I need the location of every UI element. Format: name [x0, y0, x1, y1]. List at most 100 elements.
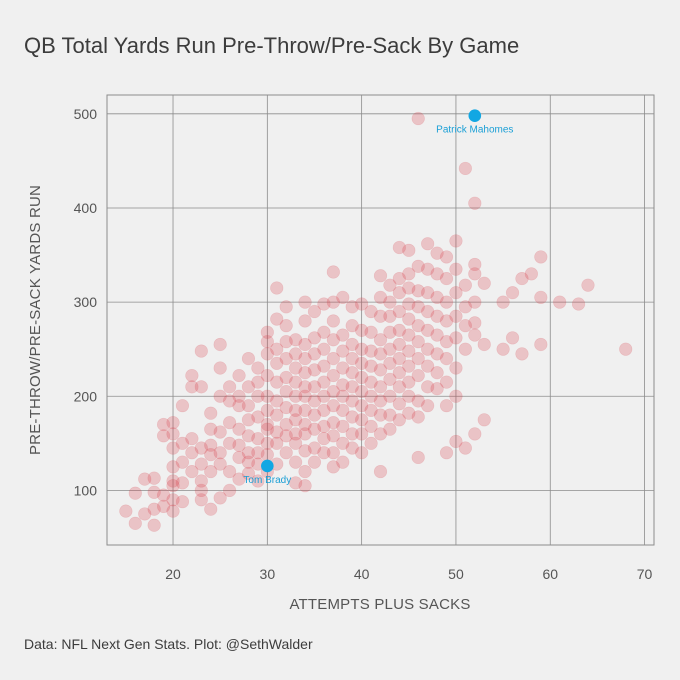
data-point [270, 281, 284, 295]
plot-frame [106, 94, 655, 546]
data-point [477, 337, 491, 352]
data-point [147, 485, 161, 499]
data-point [175, 436, 190, 450]
data-point [534, 290, 548, 305]
data-point [515, 347, 529, 361]
data-point [317, 403, 331, 417]
data-point [383, 309, 397, 323]
data-point [298, 427, 312, 441]
data-point [289, 375, 303, 389]
data-point [345, 366, 359, 380]
data-point [402, 243, 416, 257]
data-point [326, 460, 340, 474]
data-point [289, 333, 303, 347]
data-point [439, 399, 454, 413]
data-point [345, 319, 359, 333]
data-point [138, 472, 152, 486]
data-point [402, 406, 416, 420]
data-point [458, 342, 472, 356]
data-point [251, 389, 265, 403]
data-point [298, 389, 312, 403]
data-point [317, 375, 331, 389]
data-point [373, 380, 388, 394]
data-point [364, 344, 378, 358]
data-point [223, 436, 237, 450]
y-axis-title: PRE-THROW/PRE-SACK YARDS RUN [27, 185, 44, 455]
data-point [232, 438, 246, 452]
data-point [458, 319, 472, 333]
data-point [260, 325, 274, 339]
data-point [185, 464, 199, 479]
data-point [270, 356, 284, 370]
x-tick-labels: 20 30 40 50 60 70 [165, 566, 652, 582]
data-point [534, 337, 548, 352]
data-point [383, 325, 397, 339]
data-point [411, 450, 425, 465]
data-point [156, 499, 171, 514]
data-point [364, 359, 378, 373]
data-point [270, 408, 284, 422]
data-point [317, 325, 331, 339]
data-point [317, 359, 331, 373]
data-point [175, 495, 190, 509]
data-point [421, 304, 435, 319]
data-point [619, 342, 633, 356]
data-point [317, 432, 331, 446]
data-point [232, 368, 246, 383]
data-point [383, 408, 397, 422]
data-point [260, 448, 274, 462]
data-point [307, 394, 322, 408]
data-point [213, 491, 227, 505]
data-point [326, 314, 340, 328]
data-point [373, 333, 388, 347]
data-point [204, 406, 218, 420]
data-point [279, 370, 293, 385]
data-point [260, 368, 274, 383]
data-point [166, 493, 180, 507]
data-point [241, 455, 256, 469]
data-point [204, 502, 218, 516]
x-tick-label: 20 [165, 566, 181, 582]
data-point [223, 416, 237, 430]
data-point [194, 441, 208, 455]
data-point [213, 337, 227, 352]
data-point [439, 375, 454, 389]
data-point [317, 297, 331, 311]
data-point [383, 389, 397, 403]
data-point [411, 335, 425, 349]
chart-title: QB Total Yards Run Pre-Throw/Pre-Sack By… [24, 33, 520, 58]
y-tick-label: 200 [74, 388, 98, 404]
data-point [364, 325, 378, 339]
data-point [185, 368, 199, 383]
data-point [411, 351, 425, 366]
y-tick-label: 100 [74, 482, 98, 498]
data-point [392, 413, 406, 427]
data-point [317, 342, 331, 356]
data-point [326, 333, 340, 347]
data-point [336, 328, 350, 342]
data-point [260, 403, 274, 417]
data-point [307, 304, 322, 319]
data-point [496, 342, 510, 356]
data-point [392, 397, 406, 411]
y-tick-label: 400 [74, 200, 98, 216]
data-point [336, 403, 350, 417]
data-point [336, 290, 350, 305]
data-point [373, 363, 388, 377]
data-point [307, 422, 322, 436]
data-point [298, 479, 312, 493]
data-point [147, 518, 161, 532]
data-point [402, 267, 416, 281]
data-point [241, 466, 256, 481]
data-point [345, 351, 359, 366]
data-point [411, 394, 425, 408]
data-point [336, 361, 350, 375]
data-point [392, 351, 406, 366]
data-point [364, 389, 378, 403]
data-point [279, 384, 293, 399]
data-point [430, 347, 444, 361]
data-point [468, 257, 482, 272]
data-point [326, 265, 340, 279]
data-point [298, 403, 312, 417]
